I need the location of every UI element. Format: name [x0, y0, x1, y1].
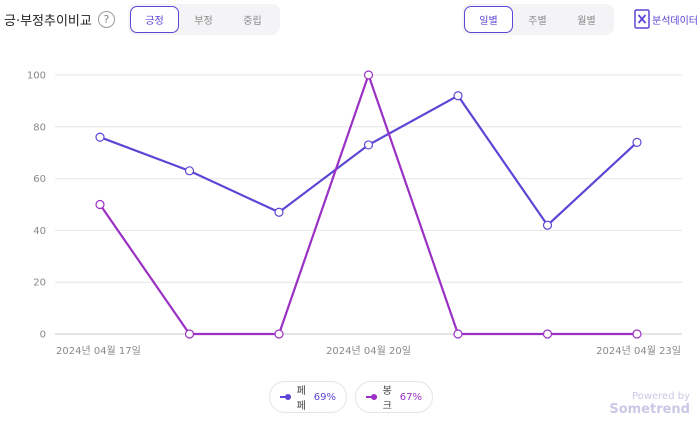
data-point-1[interactable]	[542, 329, 553, 339]
legend-item-pepe[interactable]: 페페 69%	[269, 381, 347, 413]
data-point-1[interactable]	[95, 199, 105, 210]
legend-percent-pepe: 69%	[313, 391, 336, 403]
tab-positive[interactable]: 긍정	[130, 6, 179, 33]
tab-daily[interactable]: 일별	[464, 6, 513, 33]
data-point-1[interactable]	[363, 70, 374, 80]
data-point-1[interactable]	[453, 329, 463, 339]
data-point-0[interactable]	[95, 132, 105, 142]
data-point-0[interactable]	[542, 220, 553, 230]
y-axis: 0 20 40 60 80 100	[27, 71, 46, 341]
tab-monthly[interactable]: 월별	[577, 16, 596, 27]
series-line-1	[99, 71, 637, 336]
legend-item-bonk[interactable]: 봉크 67%	[355, 381, 433, 413]
y-tick-label: 60	[33, 174, 46, 185]
y-tick-label: 0	[40, 330, 46, 341]
y-tick-label: 20	[33, 278, 46, 289]
data-point-0[interactable]	[363, 140, 374, 150]
chart-series	[95, 70, 642, 339]
page-title: 긍·부정추이비교 ?	[4, 10, 115, 29]
data-point-1[interactable]	[184, 329, 195, 339]
x-axis: 2024년 04월 17일 2024년 04월 20일 2024년 04월 23일	[56, 345, 681, 357]
x-tick-label: 2024년 04월 23일	[596, 345, 681, 357]
y-tick-label: 100	[27, 71, 46, 82]
legend-marker-pepe	[280, 394, 291, 400]
brand-logo-text: Sometrend	[609, 402, 690, 417]
excel-icon	[634, 9, 650, 29]
download-data-button[interactable]: 분석데이터	[634, 9, 698, 29]
page-title-text: 긍·부정추이비교	[4, 14, 92, 29]
legend-percent-bonk: 67%	[399, 391, 422, 403]
chart-grid	[55, 74, 682, 335]
y-tick-label: 40	[33, 226, 46, 237]
tab-weekly[interactable]: 주별	[528, 16, 547, 27]
tab-negative[interactable]: 부정	[194, 16, 213, 27]
legend-marker-bonk	[366, 394, 377, 400]
powered-by-branding: Powered by Sometrend	[600, 391, 690, 417]
data-point-0[interactable]	[274, 207, 284, 217]
help-icon[interactable]: ?	[97, 11, 115, 28]
data-point-0[interactable]	[184, 166, 195, 176]
tab-neutral[interactable]: 중립	[243, 16, 262, 27]
data-point-1[interactable]	[274, 329, 284, 339]
period-tab-group: 일별 주별 월별	[462, 4, 614, 35]
legend-label-pepe: 페페	[296, 386, 306, 412]
x-tick-label: 2024년 04월 17일	[56, 345, 141, 357]
download-label: 분석데이터	[652, 15, 698, 27]
powered-by-text: Powered by	[632, 391, 690, 402]
data-point-1[interactable]	[632, 329, 642, 339]
legend-label-bonk: 봉크	[382, 386, 392, 412]
data-point-0[interactable]	[632, 137, 642, 147]
sentiment-tab-group: 긍정 부정 중립	[128, 4, 280, 35]
data-point-0[interactable]	[453, 91, 463, 101]
series-line-0	[99, 94, 638, 227]
y-tick-label: 80	[33, 122, 46, 133]
x-tick-label: 2024년 04월 20일	[326, 345, 411, 357]
